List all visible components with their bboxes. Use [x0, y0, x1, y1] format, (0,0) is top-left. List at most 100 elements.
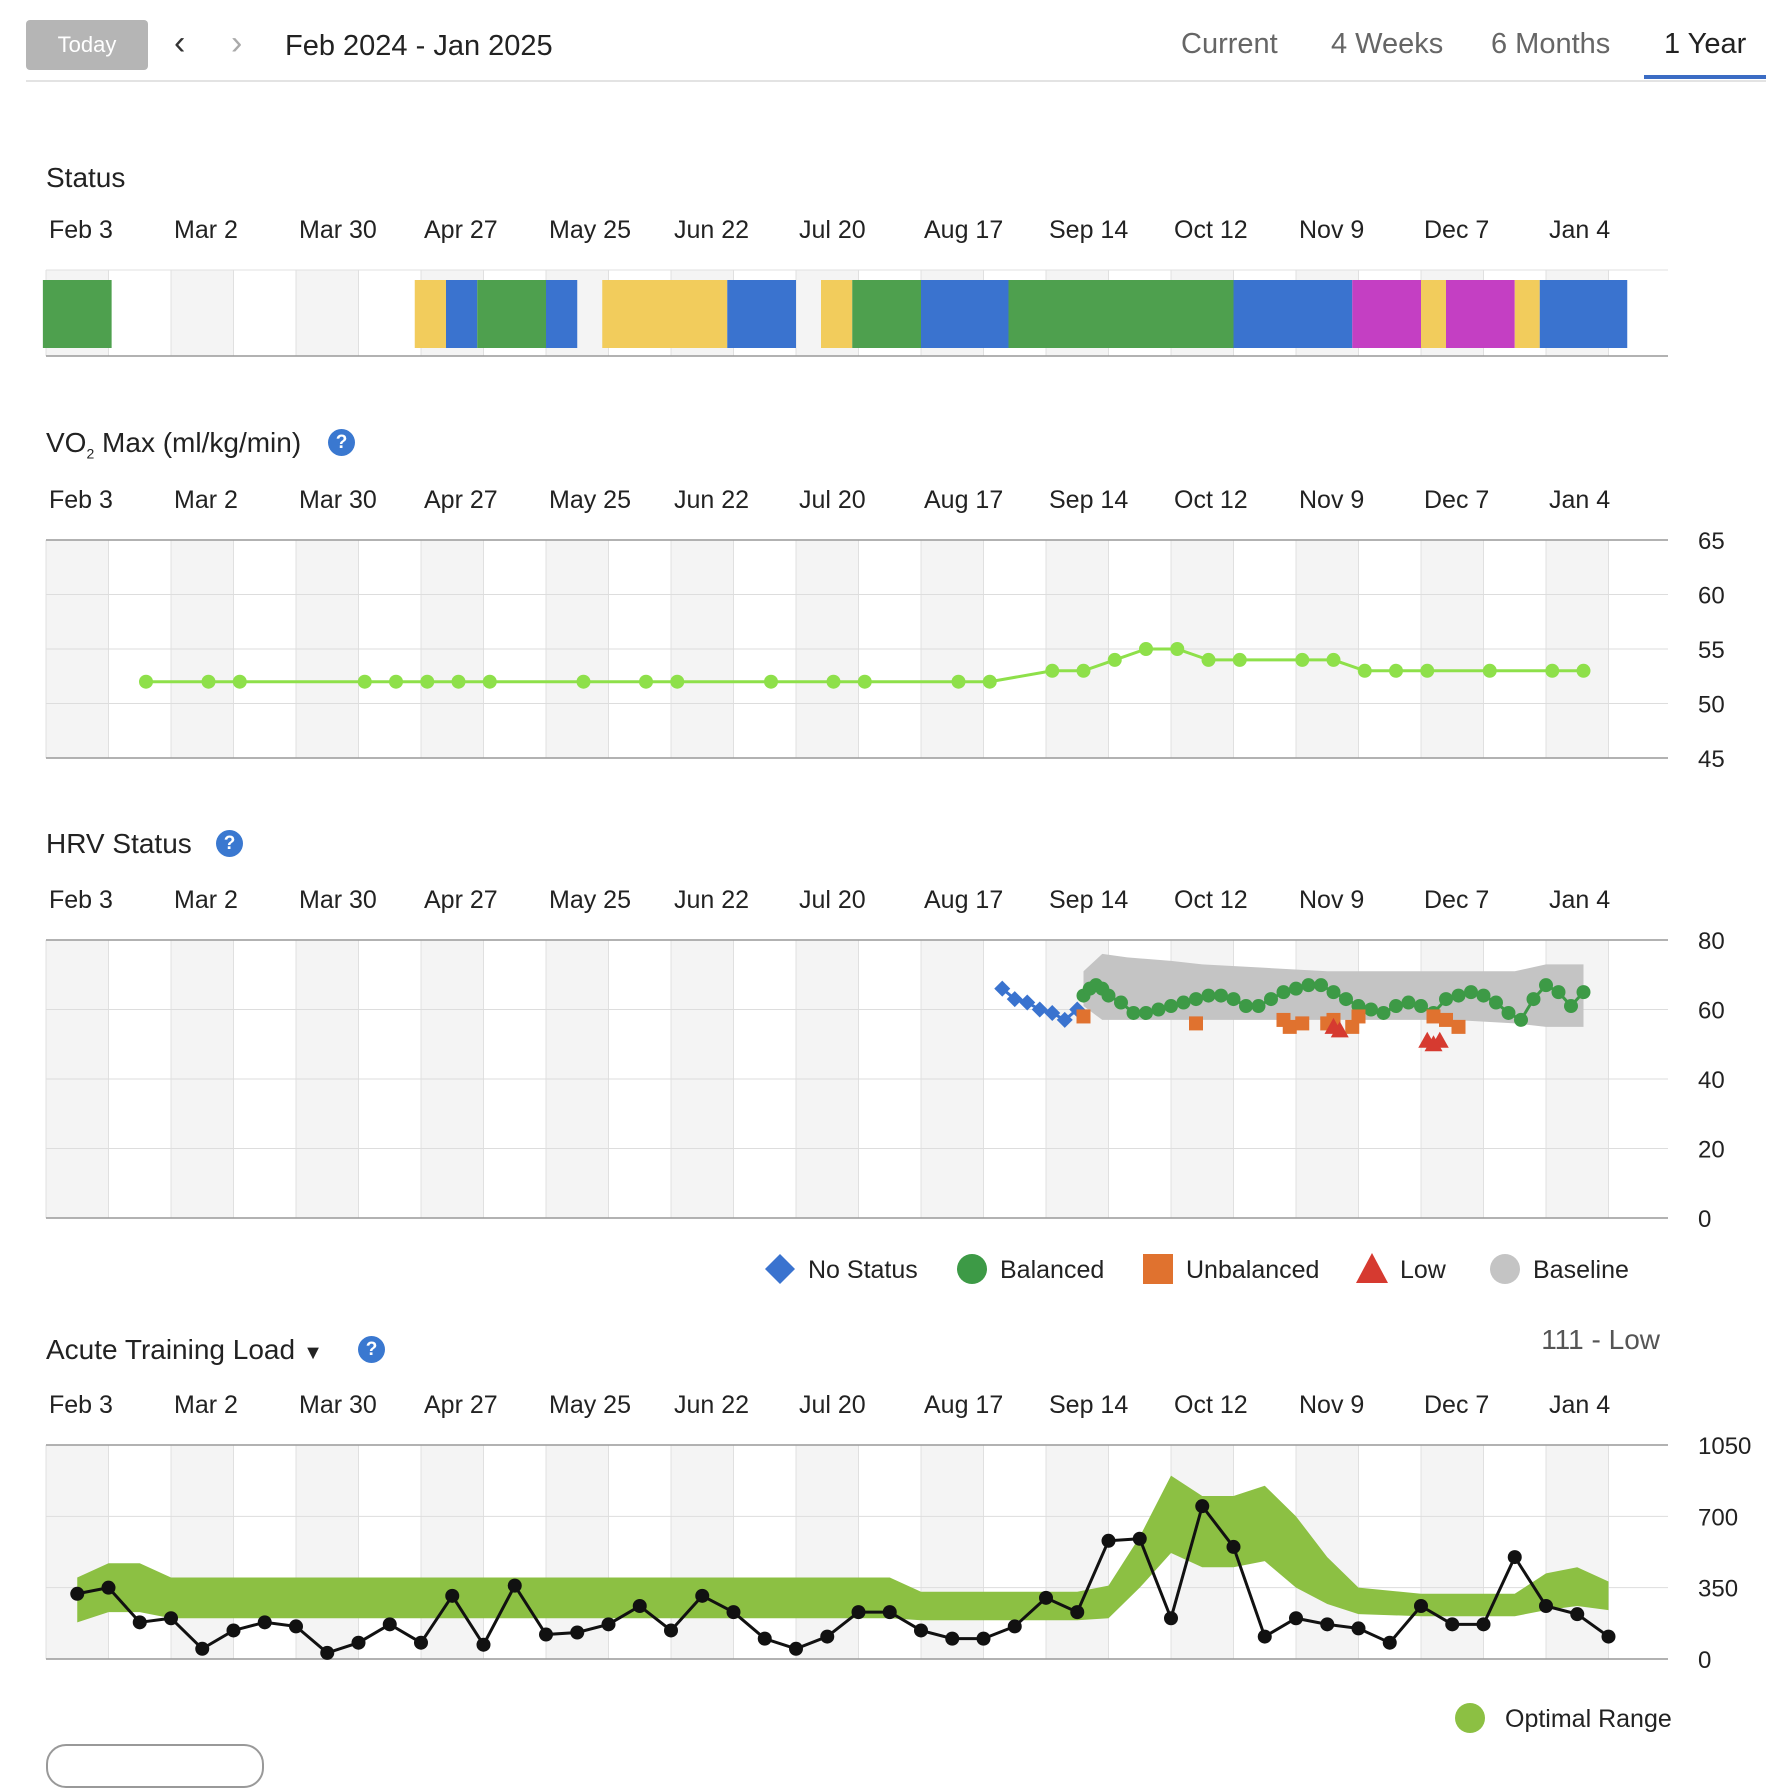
vo2-point: [1076, 663, 1091, 678]
x-tick-label: Nov 9: [1299, 486, 1364, 514]
atl-point: [1476, 1617, 1491, 1632]
atl-point: [1101, 1533, 1116, 1548]
hrv-no-status-point: [1044, 1004, 1061, 1021]
atl-point: [476, 1637, 491, 1652]
hrv-balanced-point: [1101, 988, 1116, 1003]
hrv-no-status-point: [994, 980, 1011, 997]
hrv-no-status-point: [1019, 994, 1036, 1011]
status-segment: [1352, 280, 1421, 348]
vo2-point: [982, 674, 997, 689]
caret-down-icon[interactable]: ▼: [303, 1342, 323, 1364]
atl-point: [632, 1599, 647, 1614]
status-segment: [1008, 280, 1234, 348]
hrv-balanced-point: [1189, 992, 1203, 1007]
legend-label: Balanced: [1000, 1256, 1104, 1284]
atl-point: [726, 1605, 741, 1620]
status-segment: [42, 280, 112, 348]
atl-point: [1132, 1531, 1147, 1546]
hrv-unbalanced-point: [1189, 1016, 1203, 1031]
hrv-balanced-point: [1476, 988, 1491, 1003]
vo2-point: [951, 674, 966, 689]
bottom-button-partial[interactable]: [46, 1744, 264, 1788]
top-bar: Today ‹ › Feb 2024 - Jan 2025 Current 4 …: [26, 0, 1766, 82]
atl-point: [1507, 1550, 1522, 1565]
atl-point: [945, 1631, 960, 1646]
x-tick-label: Oct 12: [1174, 486, 1248, 514]
hrv-balanced-point: [1126, 1005, 1141, 1020]
vo2-help-icon[interactable]: ?: [328, 429, 355, 456]
x-tick-label: Mar 30: [299, 486, 377, 514]
x-tick-label: Jun 22: [674, 1391, 749, 1419]
acute-training-load-title[interactable]: Acute Training Load ▼: [46, 1334, 323, 1366]
x-tick-label: Apr 27: [424, 1391, 498, 1419]
y-tick-label: 50: [1698, 692, 1725, 719]
status-segment: [546, 280, 578, 348]
hrv-balanced-point: [1389, 999, 1403, 1014]
atl-point: [445, 1588, 460, 1603]
x-tick-label: Feb 3: [49, 216, 113, 244]
legend-label: Optimal Range: [1505, 1705, 1672, 1733]
x-tick-label: May 25: [549, 486, 631, 514]
vo2-point: [1295, 652, 1310, 667]
status-segment: [1233, 280, 1353, 348]
week-band: [921, 1445, 984, 1659]
tab-1-year[interactable]: 1 Year: [1664, 28, 1747, 60]
x-tick-label: Mar 2: [174, 1391, 238, 1419]
hrv-balanced-point: [1251, 999, 1266, 1014]
hrv-balanced-point: [1139, 1005, 1153, 1020]
vo2-point: [389, 674, 403, 689]
atl-point: [1570, 1607, 1585, 1622]
week-band: [1046, 1445, 1109, 1659]
hrv-help-icon[interactable]: ?: [216, 830, 243, 857]
week-band: [171, 270, 234, 356]
y-tick-label: 20: [1698, 1137, 1725, 1164]
hrv-balanced-point: [1451, 988, 1466, 1003]
atl-point: [351, 1635, 366, 1650]
y-tick-label: 60: [1698, 998, 1725, 1025]
x-tick-label: Mar 2: [174, 216, 238, 244]
tab-6-months[interactable]: 6 Months: [1491, 28, 1611, 60]
vo2-point: [857, 674, 872, 689]
tab-4-weeks[interactable]: 4 Weeks: [1331, 28, 1444, 60]
hrv-unbalanced-point: [1295, 1016, 1310, 1031]
atl-point: [1164, 1611, 1178, 1626]
atl-point: [882, 1605, 897, 1620]
x-tick-label: Sep 14: [1049, 886, 1128, 914]
hrv-unbalanced-point: [1351, 1009, 1366, 1024]
chevron-left-icon[interactable]: ‹: [174, 24, 186, 62]
atl-point: [195, 1641, 210, 1656]
atl-title-label: Acute Training Load: [46, 1334, 296, 1365]
x-tick-label: Sep 14: [1049, 486, 1128, 514]
x-tick-label: Mar 30: [299, 886, 377, 914]
hrv-low-point: [1330, 1021, 1349, 1038]
today-button[interactable]: Today: [26, 20, 148, 70]
atl-point: [1039, 1590, 1053, 1605]
status-segment: [1539, 280, 1628, 348]
vo2-point: [201, 674, 216, 689]
atl-point: [101, 1580, 116, 1595]
vo2-point: [670, 674, 685, 689]
legend-label: Unbalanced: [1186, 1256, 1319, 1284]
hrv-unbalanced-point: [1451, 1019, 1466, 1034]
x-tick-label: Aug 17: [924, 216, 1003, 244]
hrv-balanced-point: [1264, 992, 1278, 1007]
atl-point: [1539, 1599, 1553, 1614]
x-tick-label: Sep 14: [1049, 1391, 1128, 1419]
atl-point: [539, 1627, 553, 1642]
atl-point: [1007, 1619, 1022, 1634]
tab-current[interactable]: Current: [1181, 28, 1278, 60]
y-tick-label: 40: [1698, 1067, 1725, 1094]
atl-point: [570, 1625, 585, 1640]
x-tick-label: Aug 17: [924, 486, 1003, 514]
atl-point: [70, 1586, 85, 1601]
atl-help-icon[interactable]: ?: [358, 1336, 385, 1363]
y-tick-label: 60: [1698, 583, 1725, 610]
x-tick-label: Aug 17: [924, 886, 1003, 914]
hrv-balanced-point: [1151, 1002, 1166, 1017]
status-segment: [414, 280, 446, 348]
y-tick-label: 45: [1698, 746, 1725, 773]
date-range-label: Feb 2024 - Jan 2025: [285, 30, 553, 62]
chevron-right-icon[interactable]: ›: [231, 24, 243, 62]
legend-swatch-optimal-range: [1455, 1703, 1485, 1733]
x-tick-label: Nov 9: [1299, 216, 1364, 244]
